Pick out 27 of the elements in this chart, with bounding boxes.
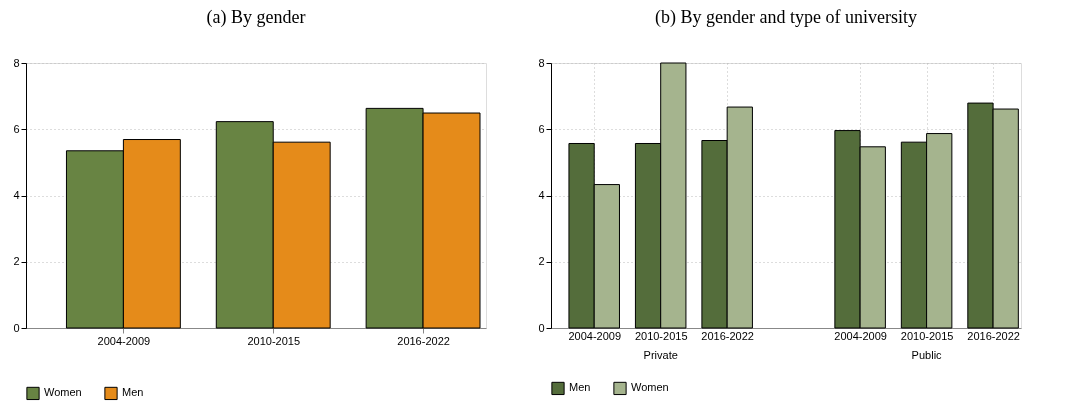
x-tick-label: 2010-2015	[634, 329, 688, 342]
y-tick-label: 6	[13, 122, 20, 135]
y-tick-label: 8	[13, 56, 20, 69]
text: Private	[643, 349, 678, 361]
chart-title: (a) By gender	[206, 7, 306, 28]
x-tick-label: 2010-2015	[247, 334, 301, 347]
y-tick-label: 6	[538, 122, 545, 135]
legend-label: Men	[122, 386, 144, 399]
y-tick-label: 8	[538, 56, 545, 69]
x-tick-label: 2004-2009	[97, 334, 151, 347]
y-tick-label: 4	[538, 189, 545, 201]
legend-label: Men	[569, 381, 591, 394]
x-tick-label: 2016-2022	[967, 329, 1020, 342]
x-tick-label: 2016-2022	[397, 334, 450, 347]
x-tick-label: 2010-2015	[900, 329, 954, 342]
y-tick-label: 4	[13, 189, 20, 201]
x-tick-label: 2016-2022	[701, 329, 754, 342]
legend-label: Women	[44, 386, 82, 399]
x-tick-label: 2004-2009	[568, 329, 622, 342]
text: Public	[911, 349, 943, 361]
y-tick-label: 0	[538, 321, 545, 334]
chart-title: (b) By gender and type of university	[655, 7, 917, 28]
legend-label: Women	[631, 381, 669, 394]
y-tick-label: 2	[538, 255, 545, 268]
y-tick-label: 2	[13, 255, 20, 268]
y-tick-label: 0	[13, 321, 20, 334]
x-tick-label: 2004-2009	[834, 329, 887, 342]
